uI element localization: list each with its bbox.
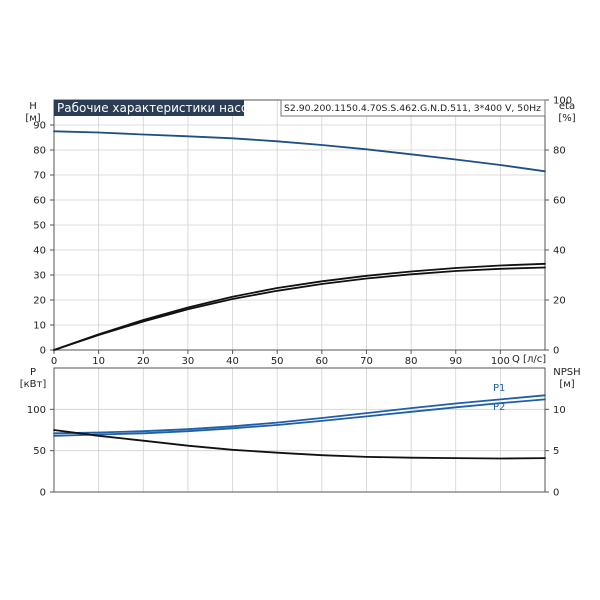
right-tick-label: 0 [553, 488, 559, 499]
x-axis-ticks: 0 10 20 30 40 50 60 70 80 90 100 [51, 350, 510, 367]
x-tick-label: 30 [182, 356, 195, 367]
series-label-p1: P1 [493, 383, 505, 394]
eta-axis-label: eta [559, 101, 575, 112]
left-tick-label: 80 [33, 146, 46, 157]
curve-lower-2 [53, 429, 546, 460]
p-axis-label: P [30, 367, 36, 378]
curve-upper-0 [53, 130, 546, 173]
left-tick-label: 30 [33, 271, 46, 282]
lower-right-ticks: 0 5 10 [545, 405, 566, 499]
series-label-p2: P2 [493, 402, 505, 413]
upper-right-ticks: 0 20 40 60 80 100 [545, 96, 572, 357]
left-tick-label: 20 [33, 296, 46, 307]
x-tick-label: 60 [315, 356, 328, 367]
curve-upper-2 [53, 266, 546, 351]
right-tick-label: 100 [553, 96, 572, 107]
chart-subtitle: S2.90.200.1150.4.70S.S.462.G.N.D.511, 3*… [284, 104, 541, 114]
upper-panel: 0 10 20 30 40 50 60 70 80 90 0 20 40 60 80 100 0 10 20 30… [25, 96, 575, 368]
curve-upper-1 [53, 262, 546, 351]
x-tick-label: 0 [51, 356, 57, 367]
x-tick-label: 10 [92, 356, 105, 367]
lower-left-ticks: 0 50 100 [27, 405, 54, 499]
subtitle-box [280, 99, 546, 117]
npsh-axis-label: NPSH [553, 367, 580, 378]
left-tick-label: 0 [40, 488, 46, 499]
chart-title: Рабочие характеристики насоса [57, 101, 262, 115]
right-tick-label: 5 [553, 446, 559, 457]
npsh-axis-unit: [м] [559, 379, 574, 390]
h-axis-unit: [м] [25, 113, 40, 124]
x-tick-label: 70 [360, 356, 373, 367]
left-tick-label: 60 [33, 196, 46, 207]
p-axis-unit: [кВт] [20, 379, 47, 390]
x-tick-label: 20 [137, 356, 150, 367]
left-tick-label: 10 [33, 321, 46, 332]
x-tick-label: 50 [271, 356, 284, 367]
series-p1 [53, 394, 546, 435]
left-tick-label: 50 [33, 221, 46, 232]
left-tick-label: 100 [27, 405, 46, 416]
x-tick-label: 40 [226, 356, 239, 367]
right-tick-label: 20 [553, 296, 566, 307]
left-tick-label: 0 [40, 346, 46, 357]
lower-panel: 0 50 100 0 5 10 P [кВт] NPSH [м] P1 P2 [20, 367, 581, 499]
x-tick-label: 80 [405, 356, 418, 367]
right-tick-label: 0 [553, 346, 559, 357]
eta-axis-unit: [%] [558, 113, 575, 124]
h-axis-label: H [29, 101, 37, 112]
upper-left-ticks: 0 10 20 30 40 50 60 70 80 90 [33, 121, 54, 357]
upper-grid [53, 100, 545, 350]
x-tick-label: 90 [449, 356, 462, 367]
right-tick-label: 60 [553, 196, 566, 207]
left-tick-label: 70 [33, 171, 46, 182]
left-tick-label: 40 [33, 246, 46, 257]
lower-series [53, 394, 546, 460]
right-tick-label: 10 [553, 405, 566, 416]
right-tick-label: 40 [553, 246, 566, 257]
left-tick-label: 90 [33, 121, 46, 132]
upper-series [53, 130, 546, 351]
x-tick-label: 100 [491, 356, 510, 367]
q-axis-label: Q [л/с] [512, 354, 546, 365]
series-p2 [53, 398, 546, 437]
left-tick-label: 50 [33, 446, 46, 457]
title-box [54, 100, 244, 116]
right-tick-label: 80 [553, 146, 566, 157]
